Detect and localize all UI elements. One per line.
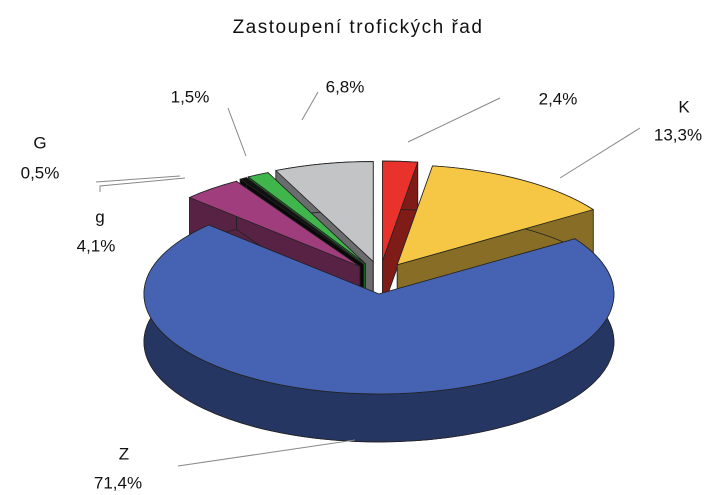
slice-top	[143, 224, 615, 395]
slice-value-label: 1,5%	[171, 87, 210, 106]
leader-line	[301, 91, 319, 121]
slice-value-label: 6,8%	[326, 77, 365, 96]
slice-top	[239, 177, 364, 265]
slice-value-label: 2,4%	[539, 89, 578, 108]
labels: 2,4% K 13,3% Z 71,4% g 4,1% G 0,5% 1,5% 6,8%	[21, 77, 702, 492]
slice-name: Z	[119, 444, 129, 463]
slice-top	[274, 161, 374, 263]
leader-line	[177, 439, 356, 467]
leader-line	[559, 127, 641, 179]
slice-value-label: 13,3%	[654, 125, 702, 144]
slice-name: g	[95, 207, 104, 226]
pie	[143, 160, 615, 443]
slice-top	[382, 160, 419, 262]
slice-name: G	[33, 133, 46, 152]
leader-line	[227, 107, 247, 157]
chart-title: Zastoupení trofických řad	[233, 17, 484, 38]
slice-value-label: 71,4%	[94, 473, 142, 492]
leader-line	[95, 175, 181, 183]
slice-top	[188, 180, 361, 267]
slice-top	[247, 172, 366, 264]
slice-name: K	[678, 97, 690, 116]
slice-top	[396, 165, 595, 266]
slice-value-label: 4,1%	[77, 236, 116, 255]
leader-line	[407, 97, 501, 143]
leader-line	[99, 177, 186, 192]
slice-value-label: 0,5%	[21, 163, 60, 182]
